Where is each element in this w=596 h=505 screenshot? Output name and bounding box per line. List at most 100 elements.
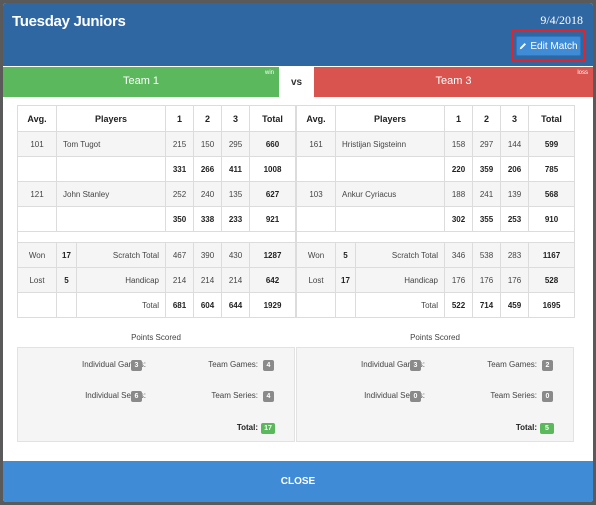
scratch-total-label: Scratch Total [355, 242, 445, 268]
running-score: 220 [444, 156, 473, 182]
col-avg: Avg. [296, 105, 336, 132]
grand-score: 714 [472, 292, 501, 318]
player-avg: 121 [17, 181, 57, 207]
running-total-row: 302 355 253 910 [296, 206, 575, 232]
close-button[interactable]: CLOSE [3, 461, 593, 502]
team-series-label: Team Series: [490, 391, 537, 400]
team-left-name: Team 1 [122, 75, 160, 87]
team-right-score-table: Avg. Players 1 2 3 Total 161 Hristijan S… [296, 105, 575, 318]
game-score: 295 [221, 131, 250, 157]
col-game-3: 3 [221, 105, 250, 132]
team-series-points: 4 [263, 391, 274, 402]
scratch-score: 430 [221, 242, 250, 268]
lost-label: Lost [17, 267, 57, 293]
player-row: 121 John Stanley 252 240 135 627 [17, 181, 296, 207]
player-name: John Stanley [56, 181, 166, 207]
handicap-score: 176 [444, 267, 473, 293]
handicap-score: 176 [472, 267, 501, 293]
player-total: 568 [528, 181, 575, 207]
team-series-label: Team Series: [211, 391, 258, 400]
modal-header: Tuesday Juniors 9/4/2018 Edit Match [3, 3, 593, 66]
running-total: 910 [528, 206, 575, 232]
lost-row: Lost 5 Handicap 214 214 214 642 [17, 267, 296, 293]
running-score: 253 [500, 206, 529, 232]
col-total: Total [528, 105, 575, 132]
col-game-3: 3 [500, 105, 529, 132]
won-count: 5 [335, 242, 356, 268]
grand-total-label: Total [76, 292, 166, 318]
team-bar: Team 1 win vs Team 3 loss [3, 67, 593, 97]
game-score: 252 [165, 181, 194, 207]
running-total: 1008 [249, 156, 296, 182]
game-score: 139 [500, 181, 529, 207]
running-score: 359 [472, 156, 501, 182]
vs-label: vs [290, 76, 303, 88]
team-right-banner: Team 3 loss [314, 67, 593, 97]
grand-total: 1929 [249, 292, 296, 318]
edit-match-highlight: Edit Match [511, 30, 586, 61]
col-players: Players [335, 105, 445, 132]
team-series-points: 0 [542, 391, 553, 402]
scratch-total: 1287 [249, 242, 296, 268]
scratch-total: 1167 [528, 242, 575, 268]
col-total: Total [249, 105, 296, 132]
grand-score: 644 [221, 292, 250, 318]
scratch-score: 538 [472, 242, 501, 268]
handicap-total: 642 [249, 267, 296, 293]
running-total-row: 350 338 233 921 [17, 206, 296, 232]
won-count: 17 [56, 242, 77, 268]
scratch-total-label: Scratch Total [76, 242, 166, 268]
won-row: Won 17 Scratch Total 467 390 430 1287 [17, 242, 296, 268]
points-heading-right: Points Scored [410, 333, 460, 342]
lost-row: Lost 17 Handicap 176 176 176 528 [296, 267, 575, 293]
grand-score: 681 [165, 292, 194, 318]
handicap-score: 214 [165, 267, 194, 293]
lost-count: 17 [335, 267, 356, 293]
grand-total-row: Total 522 714 459 1695 [296, 292, 575, 318]
grand-score: 604 [193, 292, 222, 318]
col-players: Players [56, 105, 166, 132]
individual-series-points: 0 [410, 391, 421, 402]
player-total: 599 [528, 131, 575, 157]
player-row: 103 Ankur Cyriacus 188 241 139 568 [296, 181, 575, 207]
col-avg: Avg. [17, 105, 57, 132]
running-score: 331 [165, 156, 194, 182]
player-name: Ankur Cyriacus [335, 181, 445, 207]
team-right-name: Team 3 [435, 75, 472, 87]
running-score: 350 [165, 206, 194, 232]
player-avg: 161 [296, 131, 336, 157]
grand-score: 459 [500, 292, 529, 318]
game-score: 144 [500, 131, 529, 157]
match-date: 9/4/2018 [540, 13, 583, 27]
edit-match-button[interactable]: Edit Match [516, 36, 581, 56]
col-game-2: 2 [472, 105, 501, 132]
team-games-points: 4 [263, 360, 274, 371]
team-left-banner: Team 1 win [3, 67, 279, 97]
running-score: 233 [221, 206, 250, 232]
won-row: Won 5 Scratch Total 346 538 283 1167 [296, 242, 575, 268]
team-left-result: win [264, 70, 274, 76]
points-panel-right: Individual Games: 3 Team Games: 2 Indivi… [296, 347, 574, 442]
points-panel-left: Individual Games: 3 Team Games: 4 Indivi… [17, 347, 295, 442]
lost-label: Lost [296, 267, 336, 293]
player-name: Tom Tugot [56, 131, 166, 157]
points-total: 5 [540, 423, 554, 434]
handicap-label: Handicap [76, 267, 166, 293]
scratch-score: 390 [193, 242, 222, 268]
running-total: 785 [528, 156, 575, 182]
handicap-score: 214 [221, 267, 250, 293]
grand-total-row: Total 681 604 644 1929 [17, 292, 296, 318]
col-game-2: 2 [193, 105, 222, 132]
game-score: 215 [165, 131, 194, 157]
scratch-score: 346 [444, 242, 473, 268]
game-score: 241 [472, 181, 501, 207]
col-game-1: 1 [165, 105, 194, 132]
player-row: 101 Tom Tugot 215 150 295 660 [17, 131, 296, 157]
points-total-label: Total: [515, 423, 537, 432]
close-label: CLOSE [280, 476, 316, 487]
individual-games-points: 3 [410, 360, 421, 371]
running-total-row: 331 266 411 1008 [17, 156, 296, 182]
scratch-score: 283 [500, 242, 529, 268]
team-games-label: Team Games: [487, 360, 537, 369]
match-modal: Tuesday Juniors 9/4/2018 Edit Match Team… [3, 3, 593, 502]
